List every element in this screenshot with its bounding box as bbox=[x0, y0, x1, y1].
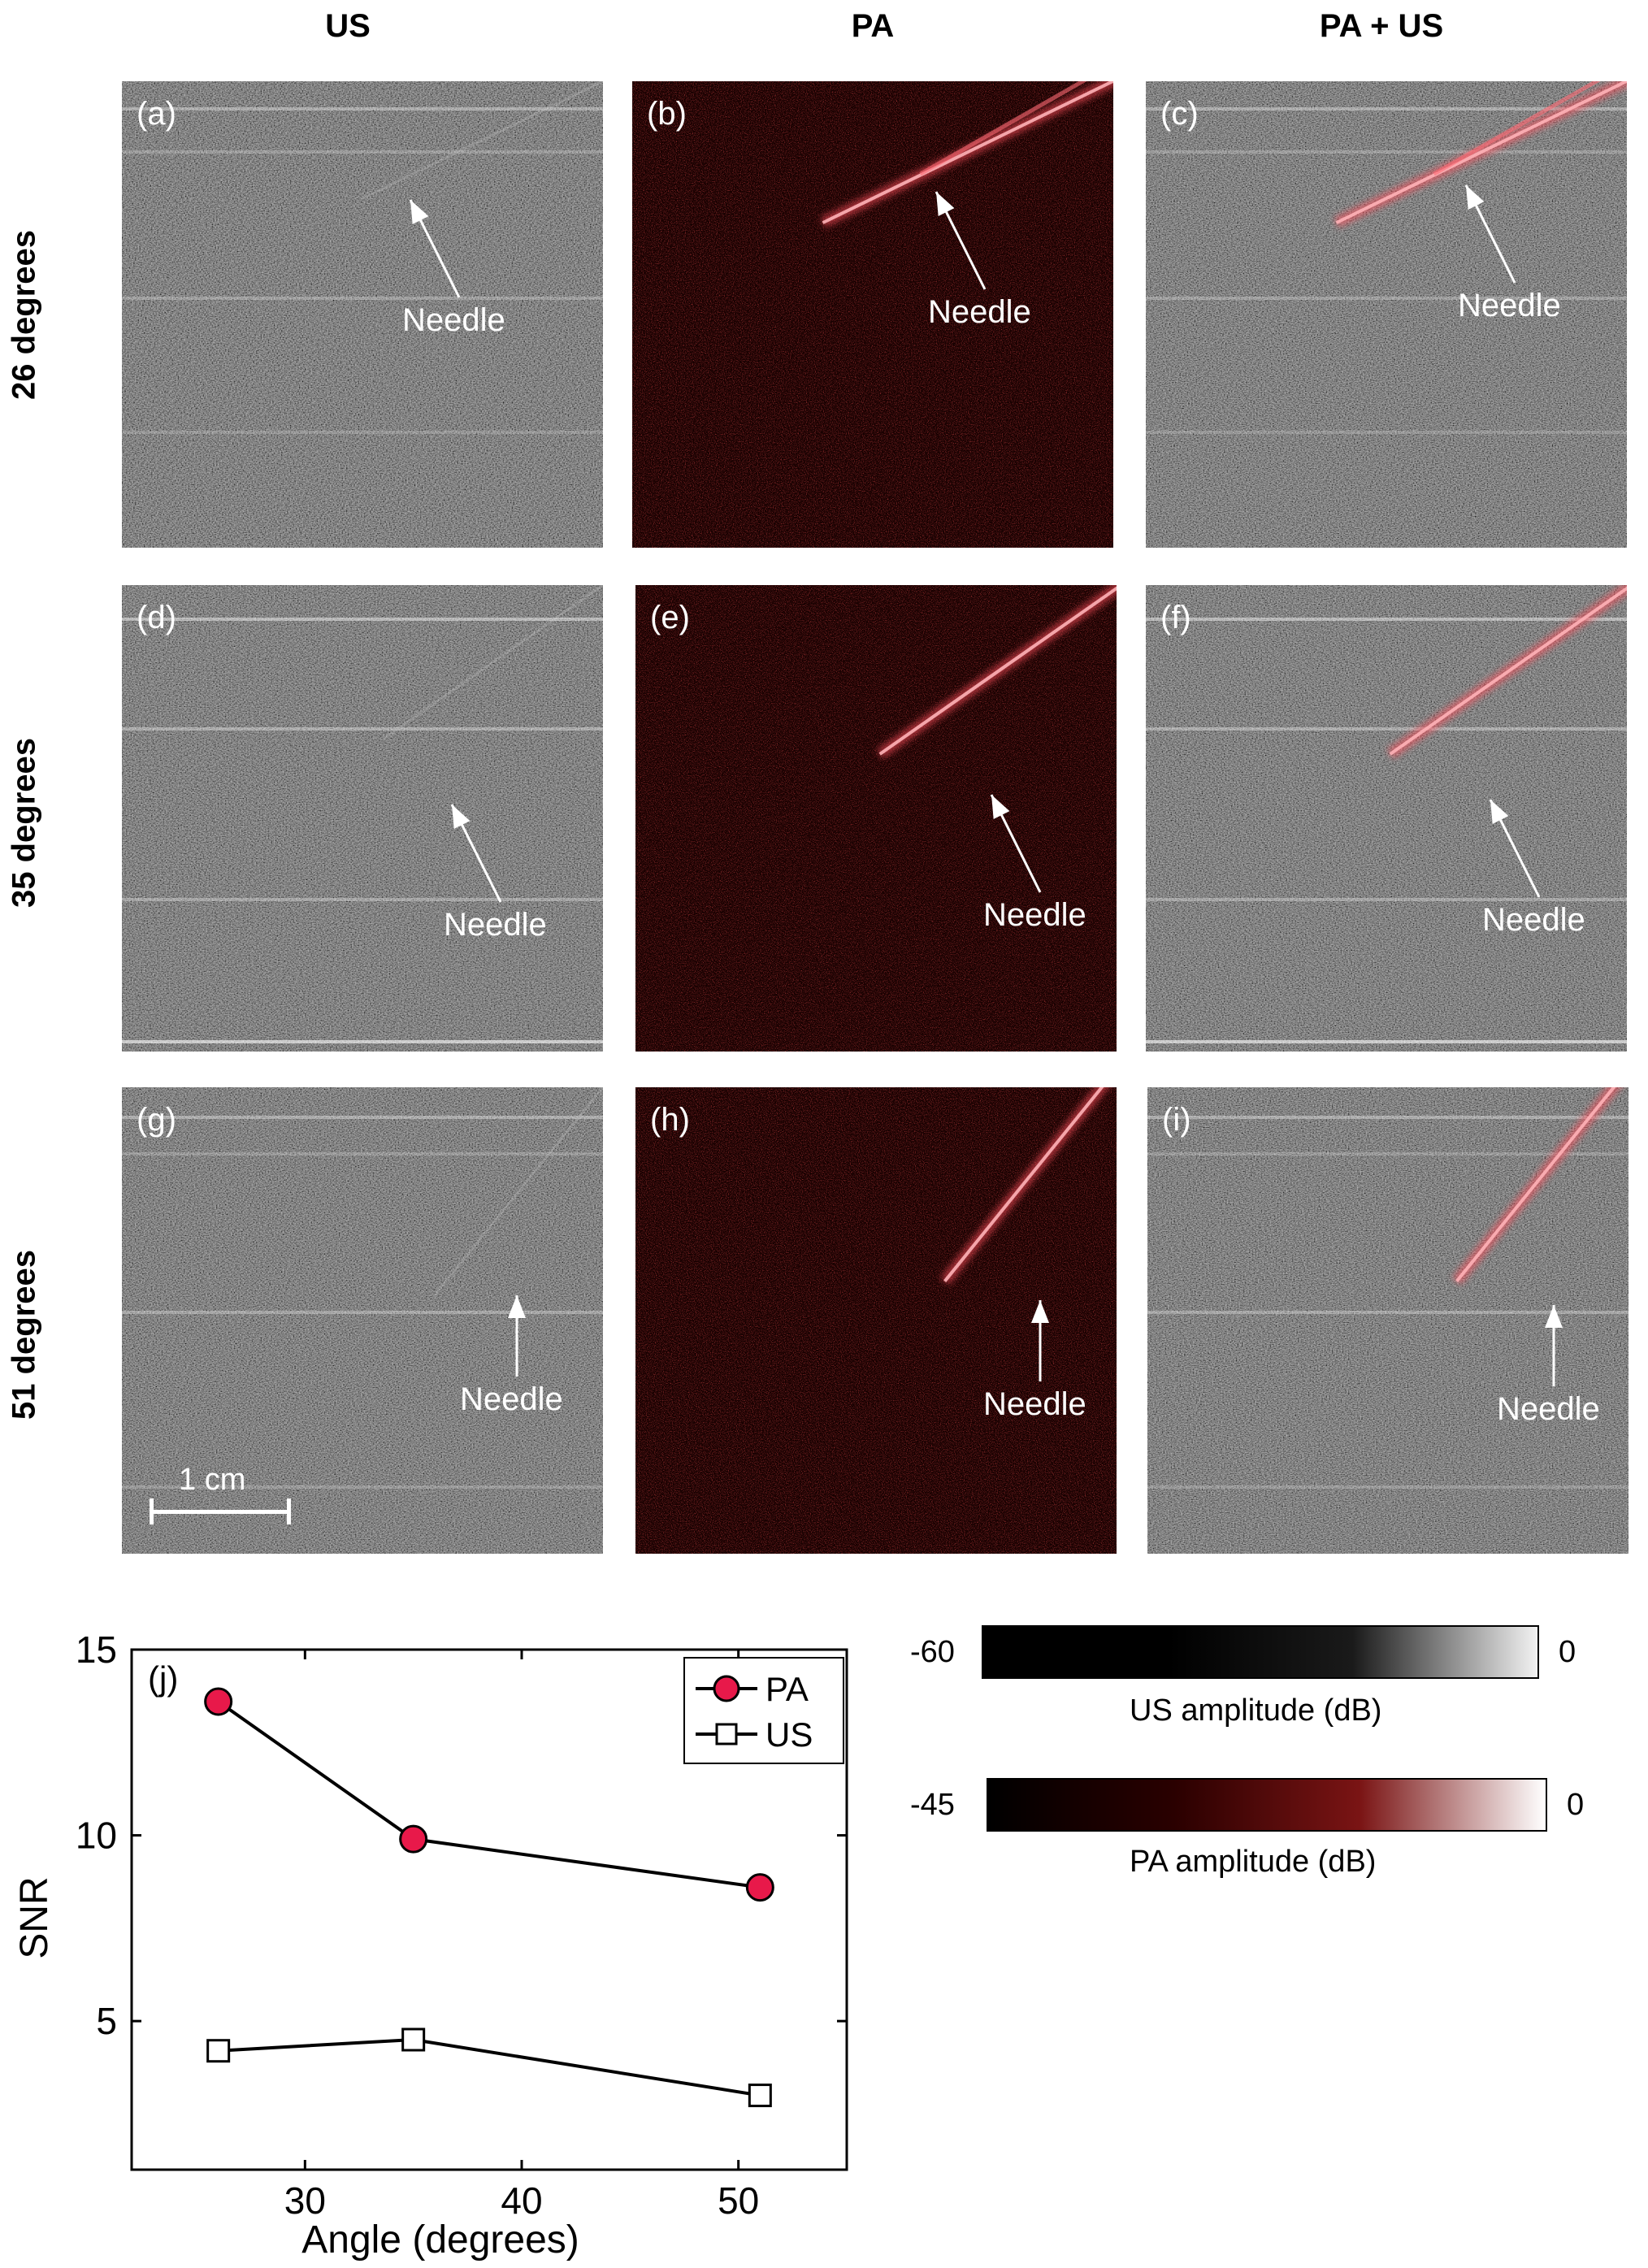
panel-c: (c) Needle bbox=[1146, 81, 1627, 548]
panel-label: (h) bbox=[650, 1102, 690, 1138]
needle-annotation: Needle bbox=[983, 897, 1086, 933]
needle-annotation: Needle bbox=[1458, 288, 1561, 323]
panel-label: (i) bbox=[1162, 1102, 1191, 1138]
panel-g: (g) Needle 1 cm bbox=[122, 1087, 603, 1554]
y-tick-label: 15 bbox=[76, 1628, 117, 1671]
needle-annotation: Needle bbox=[1482, 902, 1585, 938]
legend-box bbox=[683, 1657, 844, 1764]
scale-bar bbox=[150, 1510, 291, 1514]
legend-marker bbox=[713, 1675, 740, 1702]
panel-d: (d) Needle bbox=[122, 585, 603, 1052]
scale-bar-right-cap bbox=[287, 1498, 291, 1524]
pa-colorbar-min-label: -45 bbox=[910, 1788, 955, 1822]
panel-h: (h) Needle bbox=[635, 1087, 1117, 1554]
data-point-us bbox=[748, 2084, 772, 2108]
chart-frame bbox=[130, 1648, 848, 2171]
pa-colorbar: -45 0 PA amplitude (dB) bbox=[910, 1778, 1584, 1908]
column-header-pa-us: PA + US bbox=[1319, 8, 1444, 44]
panel-label: (g) bbox=[137, 1102, 176, 1138]
panel-label: (e) bbox=[650, 600, 690, 635]
needle-annotation: Needle bbox=[460, 1381, 563, 1417]
panel-label: (a) bbox=[137, 96, 176, 132]
legend-label-pa: PA bbox=[765, 1670, 809, 1708]
panel-f: (f) Needle bbox=[1146, 585, 1627, 1052]
needle-annotation: Needle bbox=[983, 1386, 1086, 1422]
data-point-pa bbox=[745, 1873, 774, 1902]
needle-annotation: Needle bbox=[444, 907, 547, 943]
panel-b: (b) Needle bbox=[632, 81, 1113, 548]
row-header-35: 35 degrees bbox=[6, 737, 42, 909]
column-header-pa: PA bbox=[851, 8, 895, 44]
y-tick-label: 10 bbox=[76, 1815, 117, 1857]
panel-i: (i) Needle bbox=[1147, 1087, 1628, 1554]
column-header-us: US bbox=[325, 8, 371, 44]
us-colorbar-max-label: 0 bbox=[1559, 1635, 1576, 1669]
series-line-us bbox=[218, 2037, 761, 2097]
panel-e: (e) Needle bbox=[635, 585, 1117, 1052]
row-header-26: 26 degrees bbox=[6, 229, 42, 401]
needle-annotation: Needle bbox=[402, 302, 505, 338]
scale-bar-label: 1 cm bbox=[179, 1463, 246, 1497]
us-colorbar-label: US amplitude (dB) bbox=[1130, 1693, 1382, 1728]
legend-label-us: US bbox=[765, 1715, 813, 1754]
x-tick-label: 40 bbox=[501, 2179, 542, 2222]
pa-colorbar-gradient bbox=[987, 1778, 1547, 1832]
panel-label: (b) bbox=[647, 96, 687, 132]
panel-label: (c) bbox=[1160, 96, 1199, 132]
y-tick-label: 5 bbox=[96, 2000, 117, 2042]
panel-a: (a) Needle bbox=[122, 81, 603, 548]
data-point-us bbox=[401, 2027, 426, 2052]
us-colorbar-gradient bbox=[982, 1625, 1539, 1679]
x-tick-label: 50 bbox=[718, 2179, 759, 2222]
us-colorbar-min-label: -60 bbox=[910, 1635, 955, 1669]
data-point-pa bbox=[399, 1824, 428, 1854]
series-line-pa bbox=[217, 1700, 761, 1889]
us-colorbar: -60 0 US amplitude (dB) bbox=[910, 1625, 1576, 1755]
pa-colorbar-max-label: 0 bbox=[1567, 1788, 1585, 1822]
snr-chart: 30 40 50 5 10 15 Angle (degrees) SNR (j) PA US bbox=[13, 1628, 848, 2261]
y-axis-label: SNR bbox=[13, 1876, 56, 1958]
panel-label: (f) bbox=[1160, 600, 1191, 635]
x-axis-label: Angle (degrees) bbox=[301, 2218, 579, 2261]
row-header-51: 51 degrees bbox=[6, 1249, 42, 1420]
data-point-pa bbox=[204, 1687, 233, 1716]
legend-marker bbox=[715, 1723, 738, 1745]
needle-annotation: Needle bbox=[928, 294, 1031, 330]
panel-label: (d) bbox=[137, 600, 176, 635]
data-point-us bbox=[206, 2039, 231, 2063]
scale-bar-left-cap bbox=[150, 1498, 154, 1524]
x-tick-label: 30 bbox=[284, 2179, 326, 2222]
pa-colorbar-label: PA amplitude (dB) bbox=[1130, 1845, 1377, 1879]
needle-annotation: Needle bbox=[1497, 1391, 1600, 1427]
chart-panel-label: (j) bbox=[148, 1659, 178, 1698]
